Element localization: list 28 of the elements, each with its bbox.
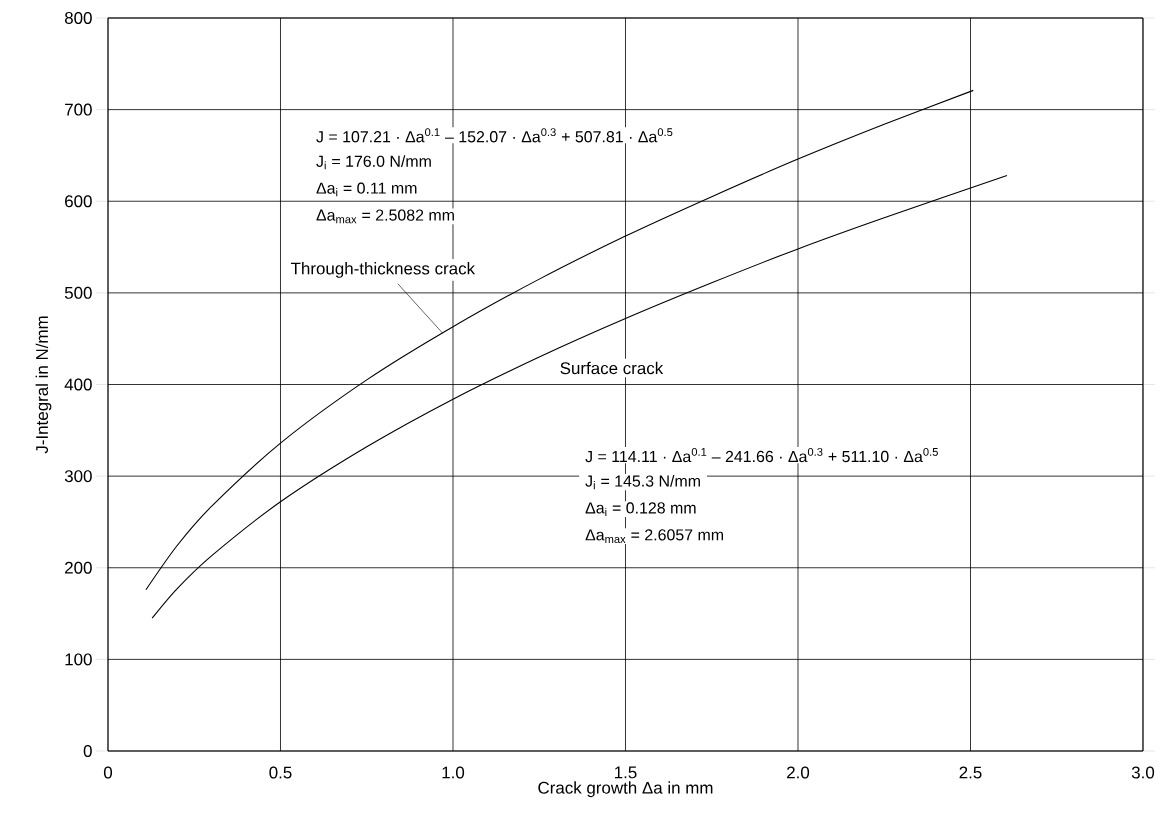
annotation: J = 114.11 · Δa$^{0.1}$ – 241.66 · Δa$^{0.3}$ + 511.10 · Δa$^{0.5}$ [585, 447, 938, 463]
y-axis-title: J-Integral in N/mm [35, 316, 52, 454]
y-tick-label: 400 [64, 378, 92, 391]
y-tick-label: 200 [65, 561, 92, 574]
annotation: J$_{i}$ = 145.3 N/mm [585, 475, 700, 490]
y-tick-label: 100 [65, 653, 92, 666]
x-tick-label: 1.0 [442, 766, 465, 779]
y-tick-label: 700 [65, 103, 92, 116]
x-axis-title: Crack growth Δa in mm [538, 781, 713, 798]
y-tick-label: 600 [65, 195, 92, 208]
y-tick-label: 800 [64, 12, 92, 24]
annotation: Δa$_{max}$ = 2.6057 mm [585, 529, 724, 544]
x-tick-label: 3.0 [1131, 766, 1155, 779]
annotation: Δa$_{i}$ = 0.11 mm [316, 182, 417, 197]
y-tick-label: 300 [64, 470, 92, 483]
x-tick-label: 1.5 [615, 766, 637, 779]
x-tick-label: 0.5 [269, 766, 292, 779]
annotation: J$_{i}$ = 176.0 N/mm [316, 155, 431, 170]
series-label: Surface crack [560, 361, 664, 375]
x-tick-label: 2.5 [959, 766, 982, 779]
annotation: Δa$_{i}$ = 0.128 mm [585, 502, 696, 516]
y-tick-label: 500 [64, 286, 92, 299]
x-tick-label: 2.0 [787, 766, 810, 779]
series-label: Through-thickness crack [290, 262, 476, 278]
y-tick-label: 0 [83, 745, 92, 757]
x-tick-label: 0 [103, 766, 113, 779]
annotation: J = 107.21 · Δa$^{0.1}$ – 152.07 · Δa$^{0.3}$ + 507.81 · Δa$^{0.5}$ [316, 128, 673, 143]
annotation: Δa$_{max}$ = 2.5082 mm [316, 209, 454, 224]
